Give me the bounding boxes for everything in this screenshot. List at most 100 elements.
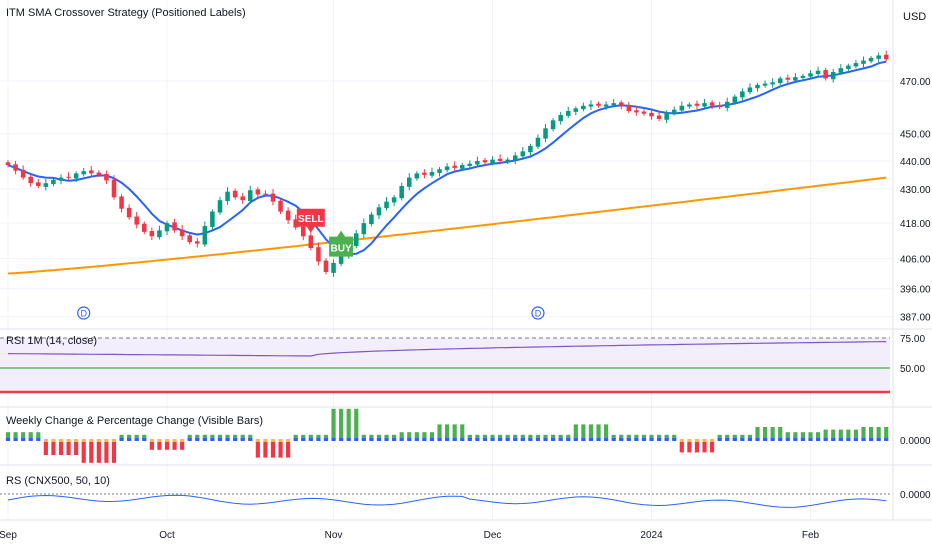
weekly-change-bar[interactable]	[513, 434, 518, 441]
weekly-change-bar[interactable]	[573, 424, 578, 441]
candle[interactable]	[126, 204, 132, 220]
weekly-change-bar[interactable]	[51, 439, 56, 455]
candle[interactable]	[883, 50, 889, 62]
price-tick-label[interactable]: 440.00	[900, 157, 931, 168]
candle[interactable]	[270, 189, 276, 206]
weekly-change-bar[interactable]	[831, 429, 836, 441]
weekly-change-bar[interactable]	[157, 439, 162, 450]
weekly-change-bar[interactable]	[747, 434, 753, 441]
weekly-change-bar[interactable]	[127, 434, 132, 441]
weekly-change-bar[interactable]	[596, 424, 601, 441]
weekly-change-bar[interactable]	[566, 434, 571, 441]
candle[interactable]	[353, 229, 359, 249]
candle[interactable]	[747, 83, 753, 95]
candle[interactable]	[671, 106, 677, 116]
weekly-change-bar[interactable]	[740, 434, 745, 441]
weekly-change-bar[interactable]	[369, 434, 374, 441]
weekly-change-bar[interactable]	[725, 434, 730, 441]
candle[interactable]	[603, 101, 609, 110]
candle[interactable]	[111, 175, 117, 200]
candle[interactable]	[43, 178, 49, 191]
price-tick-label[interactable]: 387.00	[900, 313, 931, 324]
weekly-change-bar[interactable]	[490, 434, 495, 441]
candle[interactable]	[376, 203, 382, 220]
candle[interactable]	[51, 177, 56, 187]
candle[interactable]	[5, 160, 11, 168]
candle[interactable]	[581, 102, 586, 112]
candle[interactable]	[459, 162, 465, 171]
weekly-change-bar[interactable]	[853, 429, 859, 441]
weekly-change-bar[interactable]	[808, 432, 813, 441]
weekly-change-bar[interactable]	[467, 434, 472, 441]
weekly-change-bar[interactable]	[543, 434, 548, 441]
candle[interactable]	[225, 187, 230, 205]
candle[interactable]	[142, 221, 147, 235]
weekly-change-bar[interactable]	[626, 434, 631, 441]
candle[interactable]	[634, 106, 639, 116]
candle[interactable]	[762, 80, 768, 88]
dividend-marker[interactable]: D	[531, 306, 545, 320]
candle[interactable]	[172, 218, 177, 233]
weekly-change-bar[interactable]	[581, 424, 586, 441]
candle[interactable]	[785, 74, 791, 84]
weekly-change-bar[interactable]	[210, 434, 215, 441]
candle[interactable]	[194, 237, 200, 248]
candle[interactable]	[815, 66, 821, 78]
weekly-change-bar[interactable]	[66, 439, 71, 455]
candle[interactable]	[247, 185, 253, 204]
candle[interactable]	[361, 218, 367, 239]
weekly-change-bar[interactable]	[732, 434, 737, 441]
candle[interactable]	[596, 101, 601, 108]
candle[interactable]	[838, 64, 844, 75]
candle[interactable]	[770, 78, 775, 88]
candle[interactable]	[793, 73, 798, 83]
weekly-change-bar[interactable]	[376, 434, 382, 441]
rsi-line[interactable]	[7, 341, 887, 357]
candle[interactable]	[369, 212, 374, 227]
candle[interactable]	[800, 73, 806, 82]
price-tick-label[interactable]: 406.00	[900, 254, 931, 265]
candle[interactable]	[467, 160, 473, 170]
weekly-change-bar[interactable]	[13, 432, 18, 441]
candle[interactable]	[490, 156, 495, 166]
price-tick-label[interactable]: 396.00	[900, 285, 931, 296]
weekly-change-bar[interactable]	[323, 434, 329, 441]
dividend-marker[interactable]: D	[77, 306, 91, 320]
weekly-change-bar[interactable]	[142, 434, 147, 441]
candle[interactable]	[808, 70, 813, 79]
candle[interactable]	[626, 101, 632, 114]
weekly-change-bar[interactable]	[134, 434, 139, 441]
candle[interactable]	[724, 97, 730, 112]
candle[interactable]	[429, 167, 435, 178]
candle[interactable]	[422, 169, 427, 179]
candle[interactable]	[89, 165, 94, 178]
candle[interactable]	[861, 56, 866, 68]
weekly-change-bar[interactable]	[74, 439, 79, 455]
weekly-change-bar[interactable]	[308, 434, 313, 441]
weekly-change-bar[interactable]	[437, 424, 442, 441]
weekly-change-bar[interactable]	[868, 427, 874, 441]
weekly-change-bar[interactable]	[278, 439, 283, 458]
weekly-change-bar[interactable]	[248, 434, 253, 441]
price-tick-label[interactable]: 418.00	[900, 219, 931, 230]
weekly-change-bar[interactable]	[104, 439, 109, 463]
weekly-change-bar[interactable]	[58, 439, 64, 455]
candle[interactable]	[300, 224, 306, 241]
candle[interactable]	[187, 233, 192, 245]
time-tick-label[interactable]: 2024	[640, 530, 663, 541]
candle[interactable]	[437, 167, 442, 177]
candle[interactable]	[36, 179, 41, 189]
candle[interactable]	[406, 173, 412, 191]
weekly-change-bar[interactable]	[838, 429, 843, 441]
weekly-change-bar[interactable]	[846, 429, 851, 441]
weekly-change-bar[interactable]	[460, 424, 465, 441]
candle[interactable]	[543, 124, 548, 143]
candle[interactable]	[649, 109, 654, 120]
signal-sell-label[interactable]: SELL	[296, 208, 325, 233]
weekly-change-bar[interactable]	[5, 432, 11, 441]
candle[interactable]	[512, 152, 518, 165]
price-tick-label[interactable]: 470.00	[900, 77, 931, 88]
candle[interactable]	[823, 67, 828, 81]
candle[interactable]	[240, 193, 245, 204]
candle[interactable]	[656, 111, 662, 122]
